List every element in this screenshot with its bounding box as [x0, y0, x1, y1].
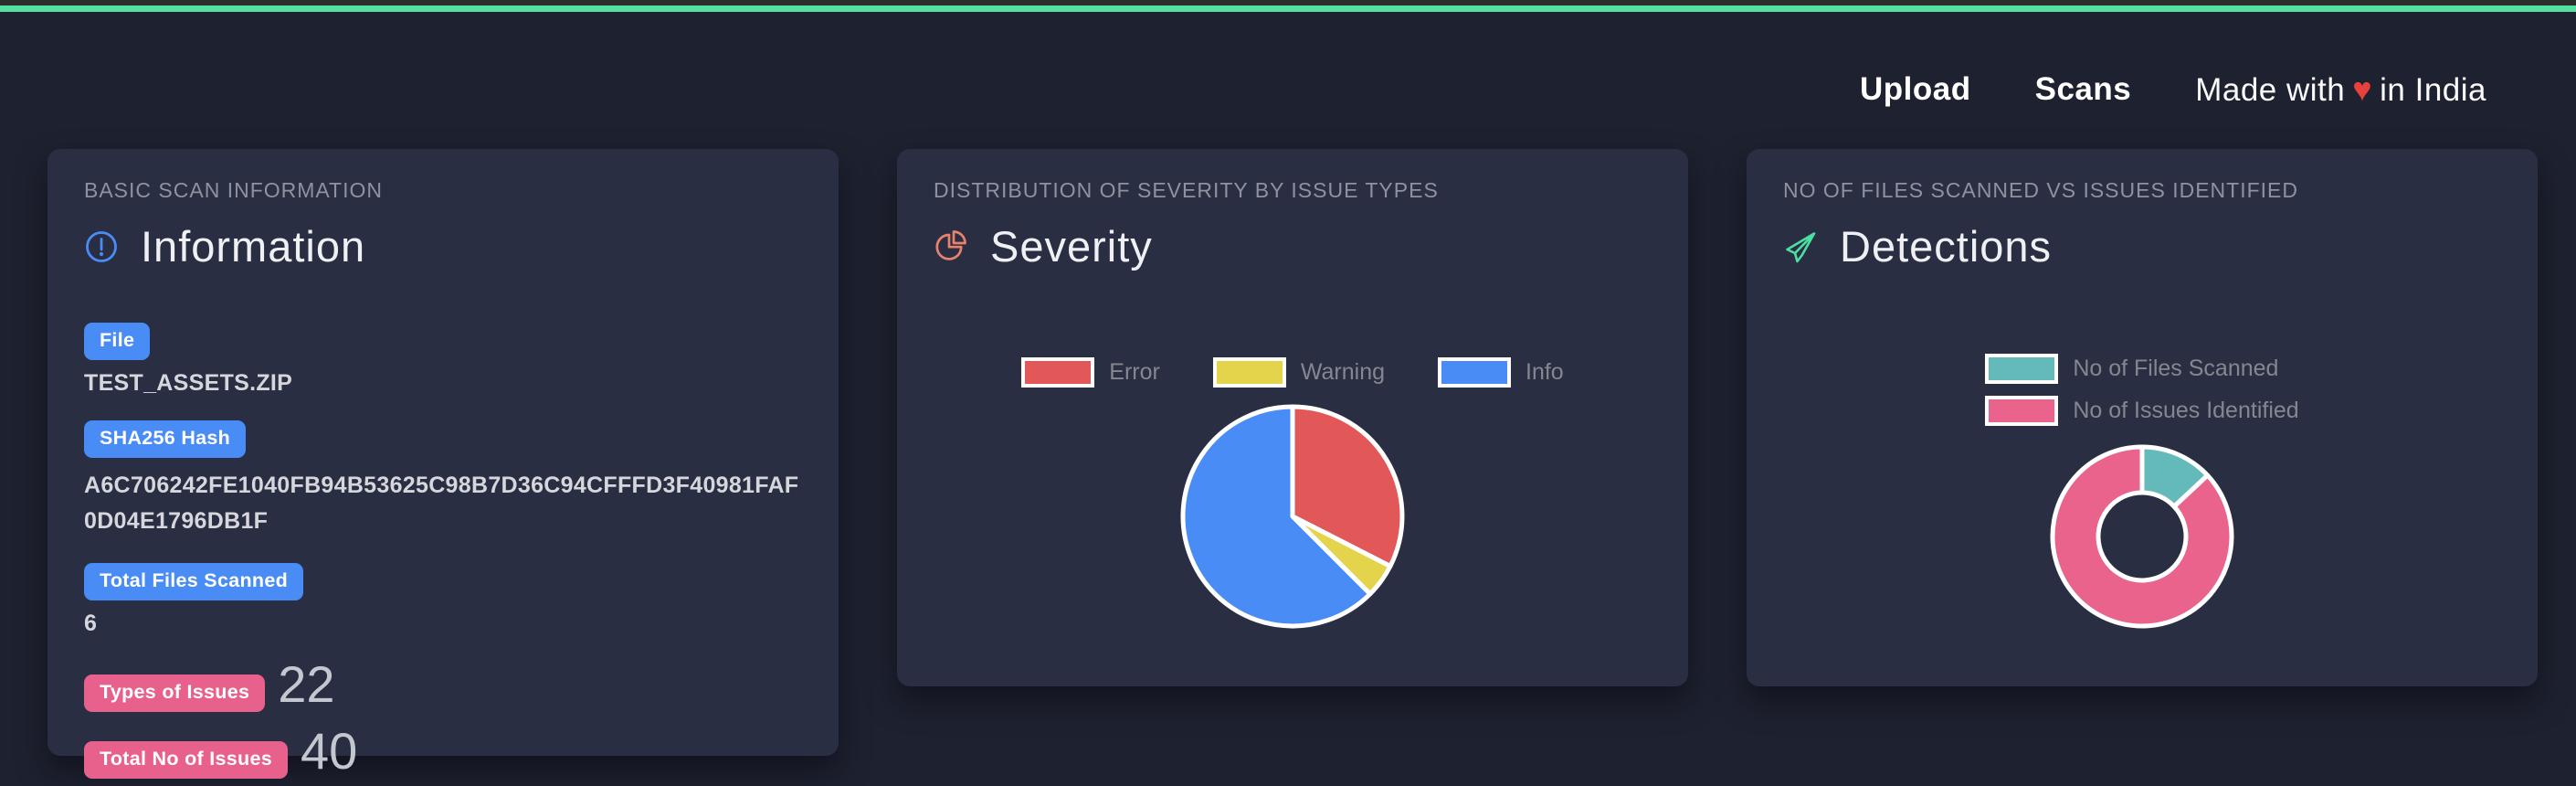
- detections-card: NO OF FILES SCANNED VS ISSUES IDENTIFIED…: [1747, 149, 2538, 686]
- basic-scan-information-card: BASIC SCAN INFORMATION Information File …: [48, 149, 839, 779]
- detections-section-label: NO OF FILES SCANNED VS ISSUES IDENTIFIED: [1783, 178, 2298, 202]
- severity-chart-area: Error Warning Info: [934, 271, 1652, 637]
- warning-swatch: [1212, 357, 1286, 388]
- total-files-scanned-value: 6: [84, 610, 98, 636]
- legend-item-error[interactable]: Error: [1021, 357, 1160, 388]
- detections-legend: No of Files Scanned No of Issues Identif…: [1985, 354, 2299, 426]
- made-with-tagline: Made with ♥ in India: [2195, 70, 2486, 109]
- sha256-hash-value: A6C706242FE1040FB94B53625C98B7D36C94CFFF…: [84, 473, 799, 534]
- tagline-prefix: Made with: [2195, 72, 2346, 108]
- severity-title-text: Severity: [990, 222, 1153, 271]
- file-badge: File: [84, 323, 151, 360]
- total-no-of-issues-value: 40: [300, 721, 358, 780]
- pie-chart-icon: [934, 229, 968, 264]
- severity-legend: Error Warning Info: [1021, 357, 1564, 388]
- nav-link-scans[interactable]: Scans: [2034, 71, 2132, 107]
- file-value: TEST_ASSETS.ZIP: [84, 370, 293, 396]
- window-top-edge: [0, 0, 2576, 5]
- types-of-issues-badge: Types of Issues: [84, 674, 266, 712]
- files-scanned-label: No of Files Scanned: [2073, 356, 2279, 381]
- heart-icon: ♥: [2352, 70, 2373, 108]
- warning-label: Warning: [1300, 359, 1386, 385]
- information-title-text: Information: [141, 222, 366, 271]
- legend-item-issues-identified[interactable]: No of Issues Identified: [1985, 396, 2299, 426]
- detections-chart-area: No of Files Scanned No of Issues Identif…: [1783, 271, 2501, 637]
- error-label: Error: [1109, 359, 1160, 385]
- information-title: Information: [84, 221, 802, 271]
- tagline-suffix: in India: [2380, 72, 2486, 108]
- nav-link-upload[interactable]: Upload: [1859, 71, 1971, 107]
- field-total-no-of-issues: Total No of Issues 40: [84, 725, 802, 786]
- legend-item-files-scanned[interactable]: No of Files Scanned: [1985, 354, 2298, 384]
- detections-title: Detections: [1783, 221, 2501, 271]
- error-swatch: [1021, 357, 1095, 388]
- severity-card: DISTRIBUTION OF SEVERITY BY ISSUE TYPES …: [897, 149, 1688, 686]
- detections-doughnut-chart: [2046, 441, 2238, 637]
- severity-title: Severity: [934, 221, 1652, 271]
- paper-plane-icon: [1783, 229, 1818, 264]
- detections-title-text: Detections: [1840, 222, 2053, 271]
- field-file: File TEST_ASSETS.ZIP: [84, 323, 802, 397]
- info-swatch: [1438, 357, 1512, 388]
- issues-identified-swatch: [1985, 396, 2059, 426]
- files-scanned-swatch: [1985, 354, 2059, 384]
- types-of-issues-value: 22: [278, 654, 335, 713]
- sha256-hash-badge: SHA256 Hash: [84, 420, 247, 458]
- legend-item-warning[interactable]: Warning: [1212, 357, 1386, 388]
- total-no-of-issues-badge: Total No of Issues: [84, 741, 288, 779]
- legend-item-info[interactable]: Info: [1438, 357, 1564, 388]
- info-label: Info: [1526, 359, 1564, 385]
- information-body: File TEST_ASSETS.ZIP SHA256 Hash A6C7062…: [84, 323, 802, 786]
- issues-identified-label: No of Issues Identified: [2073, 398, 2299, 423]
- severity-section-label: DISTRIBUTION OF SEVERITY BY ISSUE TYPES: [934, 178, 1439, 202]
- information-section-label: BASIC SCAN INFORMATION: [84, 178, 383, 202]
- top-accent-bar: [0, 5, 2576, 12]
- field-total-files-scanned: Total Files Scanned 6: [84, 562, 802, 637]
- info-circle-icon: [84, 229, 119, 264]
- navbar: Upload Scans Made with ♥ in India: [0, 12, 2576, 167]
- dashboard-cards: BASIC SCAN INFORMATION Information File …: [48, 149, 2538, 779]
- total-files-scanned-badge: Total Files Scanned: [84, 562, 304, 600]
- field-types-of-issues: Types of Issues 22: [84, 658, 802, 719]
- field-sha256-hash: SHA256 Hash A6C706242FE1040FB94B53625C98…: [84, 420, 802, 539]
- severity-pie-chart: [1177, 400, 1409, 637]
